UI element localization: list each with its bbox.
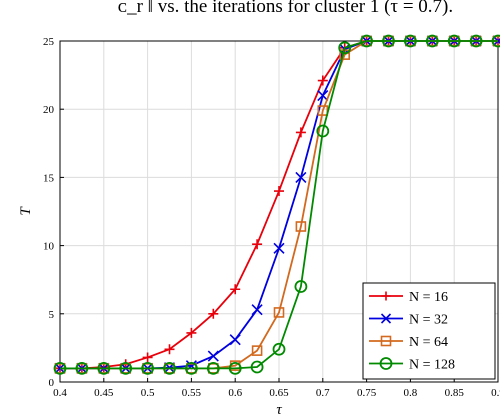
x-tick-label: 0.7 (316, 387, 330, 399)
data-point-cross (273, 242, 285, 254)
data-point-circle (469, 34, 483, 48)
x-tick-label: 0.4 (53, 387, 67, 399)
series-line (60, 40, 498, 370)
data-point-circle (184, 361, 198, 375)
data-point-circle (425, 34, 439, 48)
data-point-circle (97, 361, 111, 375)
y-tick-label: 20 (43, 104, 55, 116)
y-tick-label: 5 (49, 309, 55, 321)
data-point-circle (338, 41, 352, 55)
data-point-circle (294, 280, 308, 293)
data-point-plus (295, 127, 306, 138)
data-point-plus (317, 75, 328, 86)
data-point-plus (208, 308, 219, 319)
legend-label: N = 64 (409, 335, 448, 350)
data-point-circle (272, 342, 286, 356)
data-point-circle (316, 124, 330, 138)
data-point-plus (142, 352, 153, 363)
data-point-circle (382, 34, 395, 48)
data-point-circle (403, 34, 417, 48)
data-point-cross (251, 304, 263, 316)
series-group (53, 34, 500, 375)
data-point-plus (164, 344, 175, 355)
data-point-cross (229, 334, 241, 346)
x-tick-label: 0.75 (357, 387, 377, 399)
y-tick-label: 15 (43, 172, 55, 184)
y-tick-label: 0 (49, 377, 55, 389)
data-point-circle (141, 361, 155, 375)
data-point-circle (228, 361, 242, 375)
data-point-plus (381, 291, 391, 301)
legend-label: N = 128 (409, 358, 455, 373)
x-tick-label: 0.9 (491, 387, 500, 399)
legend-entry: N = 64 (369, 335, 448, 350)
x-tick-label: 0.6 (228, 387, 242, 399)
series-3 (53, 34, 500, 375)
data-point-circle (447, 34, 461, 48)
data-point-square (295, 221, 307, 232)
data-point-cross (207, 350, 219, 362)
x-tick-label: 0.45 (94, 387, 114, 399)
legend-label: N = 16 (409, 290, 448, 305)
data-point-circle (206, 361, 220, 375)
y-axis-label: T (18, 206, 34, 216)
data-point-square (380, 335, 392, 347)
data-point-plus (274, 186, 284, 197)
data-point-plus (252, 239, 263, 250)
figure-caption: ᴄ_r ‖ vs. the iterations for cluster 1 (… (118, 0, 454, 17)
data-point-square (273, 307, 285, 318)
x-tick-label: 0.65 (269, 387, 289, 399)
y-tick-label: 25 (43, 36, 55, 48)
legend-label: N = 32 (409, 313, 448, 328)
data-point-circle (491, 34, 500, 48)
data-point-circle (360, 34, 374, 48)
legend: N = 16 N = 32 N = 64 N = 128 (362, 282, 496, 380)
x-tick-label: 0.55 (182, 387, 202, 399)
x-tick-label: 0.5 (141, 387, 155, 399)
data-point-cross (380, 313, 392, 324)
data-point-square (251, 345, 263, 356)
data-point-cross (317, 89, 329, 102)
data-point-circle (250, 360, 264, 374)
x-axis-label: τ (276, 402, 282, 418)
data-point-circle (163, 361, 176, 375)
data-point-circle (53, 361, 67, 375)
data-point-plus (186, 327, 197, 338)
legend-entry: N = 32 (369, 313, 448, 328)
data-point-circle (119, 361, 133, 375)
data-point-circle (379, 357, 393, 370)
y-tick-label: 10 (43, 241, 55, 253)
data-point-cross (295, 171, 307, 183)
data-point-circle (75, 361, 89, 375)
x-tick-label: 0.8 (404, 387, 418, 399)
x-tick-label: 0.85 (445, 387, 465, 399)
legend-entry: N = 128 (369, 357, 455, 373)
data-point-plus (230, 284, 241, 295)
axis-ticks: 0.4 0.45 0.5 0.55 0.6 0.65 0.7 0.75 0.8 0.85 0.9 0 5… (43, 36, 500, 399)
legend-entry: N = 16 (369, 290, 448, 305)
